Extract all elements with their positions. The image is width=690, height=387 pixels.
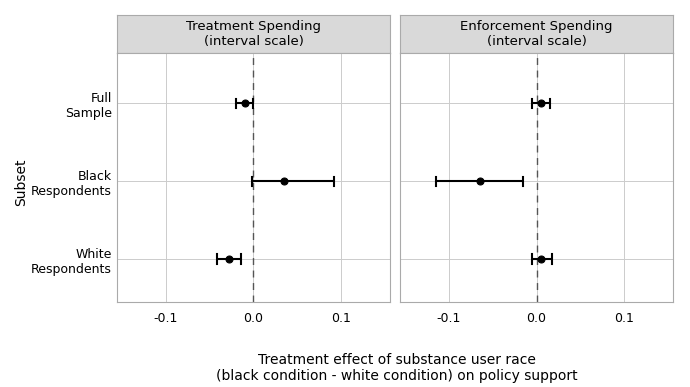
Text: Subset: Subset [14, 158, 28, 205]
Text: Enforcement Spending
(interval scale): Enforcement Spending (interval scale) [460, 20, 613, 48]
Text: Treatment Spending
(interval scale): Treatment Spending (interval scale) [186, 20, 321, 48]
Text: Treatment effect of substance user race
(black condition - white condition) on p: Treatment effect of substance user race … [216, 353, 578, 383]
